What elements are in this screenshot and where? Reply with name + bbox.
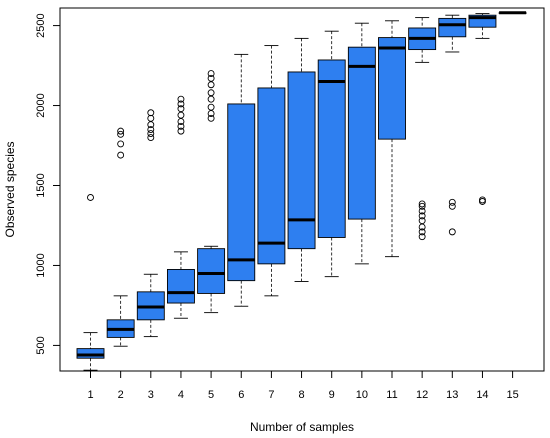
outlier-point bbox=[117, 127, 125, 135]
y-tick-label: 2000 bbox=[35, 93, 47, 117]
box-group bbox=[438, 14, 467, 236]
x-tick-label: 14 bbox=[476, 389, 488, 401]
box-group bbox=[408, 17, 437, 241]
x-axis-label: Number of samples bbox=[250, 420, 354, 434]
outlier-point bbox=[207, 81, 215, 89]
box-group bbox=[166, 95, 195, 319]
x-tick-label: 6 bbox=[238, 389, 244, 401]
outlier-point bbox=[177, 122, 185, 130]
iqr-box bbox=[438, 17, 467, 38]
iqr-box bbox=[166, 269, 195, 304]
box-group bbox=[468, 13, 497, 205]
x-axis: 1 2 3 4 5 6 7 8 9 10 11 12 13 14 15 bbox=[87, 371, 519, 401]
box-group bbox=[317, 30, 346, 278]
box-group bbox=[227, 53, 256, 307]
outlier-point bbox=[207, 70, 215, 78]
outlier-point bbox=[418, 202, 426, 210]
x-tick-label: 12 bbox=[416, 389, 428, 401]
boxes-layer bbox=[76, 11, 527, 371]
iqr-box bbox=[468, 14, 497, 28]
outlier-point bbox=[147, 126, 155, 133]
outlier-point bbox=[448, 228, 456, 236]
y-tick-label: 1000 bbox=[35, 253, 47, 277]
outlier-point bbox=[177, 100, 185, 108]
x-tick-label: 7 bbox=[268, 389, 274, 401]
y-tick-label: 500 bbox=[35, 336, 47, 354]
x-tick-label: 15 bbox=[506, 389, 518, 401]
outlier-point bbox=[418, 207, 426, 215]
x-tick-label: 13 bbox=[446, 389, 458, 401]
y-axis-label: Observed species bbox=[3, 141, 17, 237]
outlier-point bbox=[177, 95, 185, 103]
outlier-point bbox=[479, 196, 486, 204]
outlier-point bbox=[147, 114, 155, 122]
outlier-point bbox=[177, 111, 185, 119]
outlier-point bbox=[418, 200, 426, 208]
x-tick-label: 4 bbox=[178, 389, 184, 401]
iqr-box bbox=[257, 87, 286, 265]
outlier-point bbox=[418, 233, 426, 241]
outlier-point bbox=[117, 140, 125, 148]
y-tick-label: 1500 bbox=[35, 173, 47, 197]
outlier-point bbox=[117, 130, 125, 138]
x-tick-label: 9 bbox=[329, 389, 335, 401]
outlier-point bbox=[177, 105, 185, 113]
x-tick-label: 5 bbox=[208, 389, 214, 401]
iqr-box bbox=[378, 37, 406, 140]
outlier-point bbox=[418, 212, 426, 220]
outlier-point bbox=[87, 194, 94, 201]
outlier-point bbox=[448, 202, 456, 210]
outlier-point bbox=[418, 228, 426, 236]
outlier-point bbox=[448, 198, 456, 206]
outlier-point bbox=[147, 130, 155, 137]
outlier-point bbox=[177, 127, 185, 135]
box-group bbox=[347, 22, 376, 265]
x-tick-label: 2 bbox=[118, 389, 124, 401]
iqr-box bbox=[317, 59, 346, 238]
outlier-point bbox=[117, 151, 125, 159]
outlier-point bbox=[207, 114, 215, 122]
outlier-point bbox=[207, 89, 215, 97]
box-group bbox=[498, 11, 527, 15]
box-group bbox=[106, 127, 135, 347]
iqr-box bbox=[347, 46, 376, 220]
iqr-box bbox=[227, 103, 256, 282]
outlier-point bbox=[207, 95, 215, 103]
x-tick-label: 1 bbox=[87, 389, 93, 401]
x-tick-label: 11 bbox=[386, 389, 397, 401]
iqr-box bbox=[197, 248, 226, 294]
y-axis: 500 1000 1500 2000 2500 bbox=[35, 13, 60, 355]
x-tick-label: 3 bbox=[148, 389, 154, 401]
outlier-point bbox=[147, 109, 155, 117]
box-group bbox=[287, 37, 316, 282]
box-group bbox=[197, 70, 226, 314]
iqr-box bbox=[76, 348, 105, 359]
box-group bbox=[136, 109, 165, 338]
outlier-point bbox=[147, 134, 155, 141]
y-tick-label: 2500 bbox=[35, 13, 47, 37]
box-group bbox=[378, 20, 406, 258]
outlier-point bbox=[207, 74, 215, 82]
x-tick-label: 10 bbox=[356, 389, 368, 401]
outlier-point bbox=[207, 103, 215, 111]
x-tick-label: 8 bbox=[298, 389, 304, 401]
box-group bbox=[76, 194, 105, 371]
box-group bbox=[257, 45, 286, 297]
outlier-point bbox=[418, 217, 426, 225]
iqr-box bbox=[287, 71, 316, 250]
